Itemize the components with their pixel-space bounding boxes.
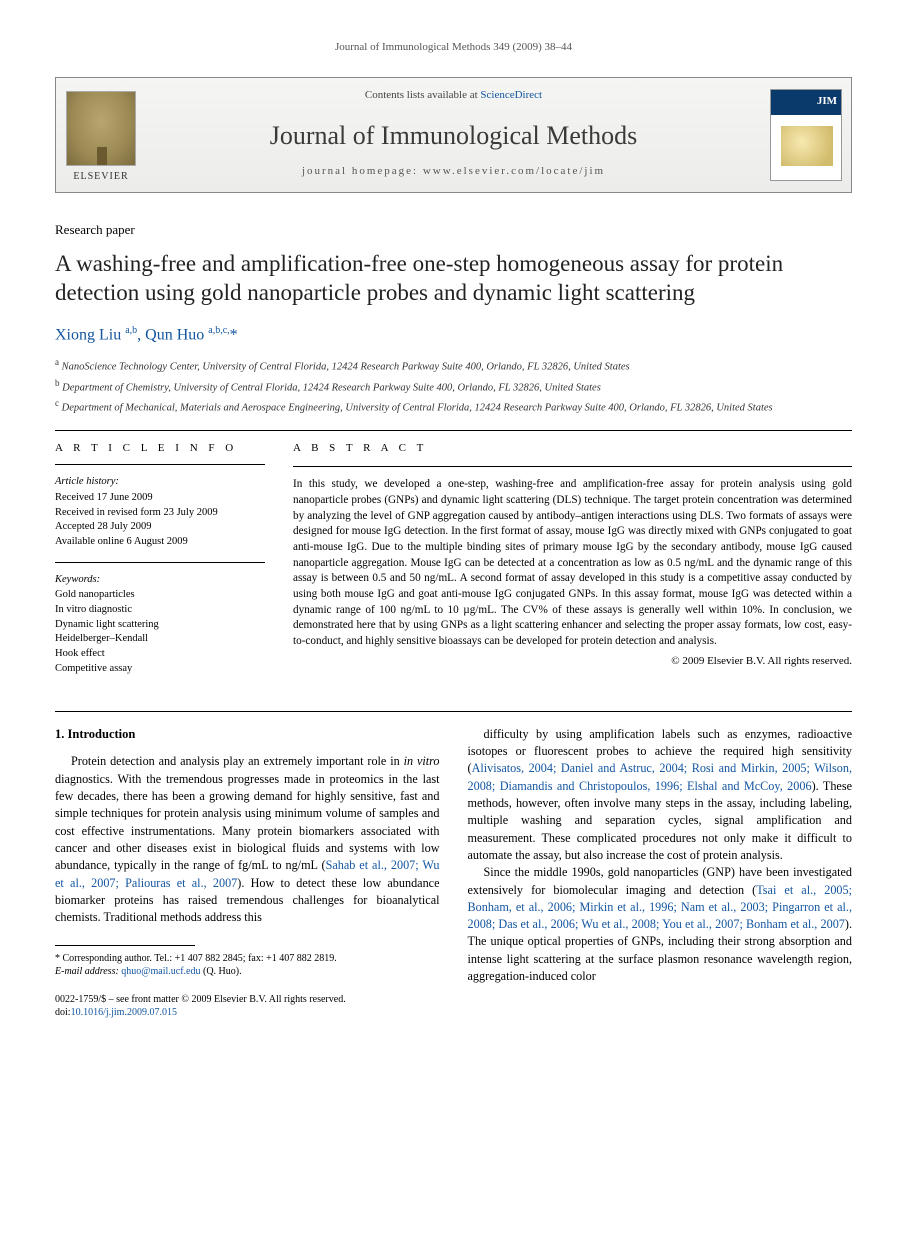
abstract-text: In this study, we developed a one-step, …: [293, 477, 852, 649]
history-received: Received 17 June 2009: [55, 491, 265, 506]
divider: [55, 430, 852, 431]
corresponding-author-note: * Corresponding author. Tel.: +1 407 882…: [55, 952, 440, 966]
body-paragraph: Since the middle 1990s, gold nanoparticl…: [468, 864, 853, 985]
contents-prefix: Contents lists available at: [365, 89, 480, 101]
affiliations: a NanoScience Technology Center, Univers…: [55, 356, 852, 416]
divider: [55, 711, 852, 712]
journal-masthead: ELSEVIER Contents lists available at Sci…: [55, 77, 852, 192]
authors-line: Xiong Liu a,b, Qun Huo a,b,c,*: [55, 324, 852, 347]
journal-cover-icon: [770, 89, 842, 181]
divider: [55, 562, 265, 563]
homepage-url[interactable]: www.elsevier.com/locate/jim: [423, 165, 605, 177]
masthead-center: Contents lists available at ScienceDirec…: [146, 78, 761, 191]
affiliation-a: a NanoScience Technology Center, Univers…: [55, 356, 852, 375]
sciencedirect-link[interactable]: ScienceDirect: [480, 89, 542, 101]
publisher-label: ELSEVIER: [73, 170, 128, 184]
citation-link[interactable]: Alivisatos, 2004; Daniel and Astruc, 200…: [468, 761, 853, 792]
keyword-item: Heidelberger–Kendall: [55, 632, 265, 647]
affiliation-b: b Department of Chemistry, University of…: [55, 377, 852, 396]
homepage-prefix: journal homepage:: [302, 165, 423, 177]
elsevier-tree-icon: [66, 91, 136, 166]
journal-name: Journal of Immunological Methods: [154, 118, 753, 154]
email-link[interactable]: qhuo@mail.ucf.edu: [121, 966, 200, 977]
footnotes: * Corresponding author. Tel.: +1 407 882…: [55, 952, 440, 979]
abstract-heading: A B S T R A C T: [293, 441, 852, 456]
footnote-separator: [55, 945, 195, 946]
paper-type: Research paper: [55, 221, 852, 239]
email-suffix: (Q. Huo).: [201, 966, 242, 977]
article-info-column: A R T I C L E I N F O Article history: R…: [55, 441, 265, 689]
history-online: Available online 6 August 2009: [55, 535, 265, 550]
keyword-item: In vitro diagnostic: [55, 603, 265, 618]
abstract-copyright: © 2009 Elsevier B.V. All rights reserved…: [293, 654, 852, 669]
doi-link[interactable]: 10.1016/j.jim.2009.07.015: [71, 1007, 177, 1018]
keyword-item: Gold nanoparticles: [55, 588, 265, 603]
body-paragraph: difficulty by using amplification labels…: [468, 726, 853, 865]
history-accepted: Accepted 28 July 2009: [55, 520, 265, 535]
cover-thumbnail-block: [761, 78, 851, 191]
article-info-heading: A R T I C L E I N F O: [55, 441, 265, 456]
keywords-label: Keywords:: [55, 573, 265, 588]
keyword-item: Dynamic light scattering: [55, 618, 265, 633]
keyword-item: Hook effect: [55, 647, 265, 662]
body-paragraph: Protein detection and analysis play an e…: [55, 753, 440, 926]
history-label: Article history:: [55, 475, 265, 490]
email-label: E-mail address:: [55, 966, 121, 977]
abstract-column: A B S T R A C T In this study, we develo…: [293, 441, 852, 689]
article-title: A washing-free and amplification-free on…: [55, 249, 852, 308]
issn-doi-block: 0022-1759/$ – see front matter © 2009 El…: [55, 993, 440, 1020]
keyword-item: Competitive assay: [55, 662, 265, 677]
divider: [293, 466, 852, 467]
email-line: E-mail address: qhuo@mail.ucf.edu (Q. Hu…: [55, 965, 440, 979]
journal-homepage-line: journal homepage: www.elsevier.com/locat…: [154, 164, 753, 179]
running-header: Journal of Immunological Methods 349 (20…: [55, 40, 852, 55]
history-revised: Received in revised form 23 July 2009: [55, 506, 265, 521]
issn-line: 0022-1759/$ – see front matter © 2009 El…: [55, 993, 440, 1007]
italic-term: in vitro: [404, 754, 440, 768]
article-history-block: Article history: Received 17 June 2009 R…: [55, 475, 265, 549]
body-two-column: 1. Introduction Protein detection and an…: [55, 726, 852, 1020]
contents-available-line: Contents lists available at ScienceDirec…: [154, 88, 753, 103]
publisher-logo-block: ELSEVIER: [56, 78, 146, 191]
keywords-block: Keywords: Gold nanoparticles In vitro di…: [55, 573, 265, 677]
divider: [55, 464, 265, 465]
affiliation-c: c Department of Mechanical, Materials an…: [55, 397, 852, 416]
section-heading-introduction: 1. Introduction: [55, 726, 440, 744]
doi-line: doi:10.1016/j.jim.2009.07.015: [55, 1006, 440, 1020]
